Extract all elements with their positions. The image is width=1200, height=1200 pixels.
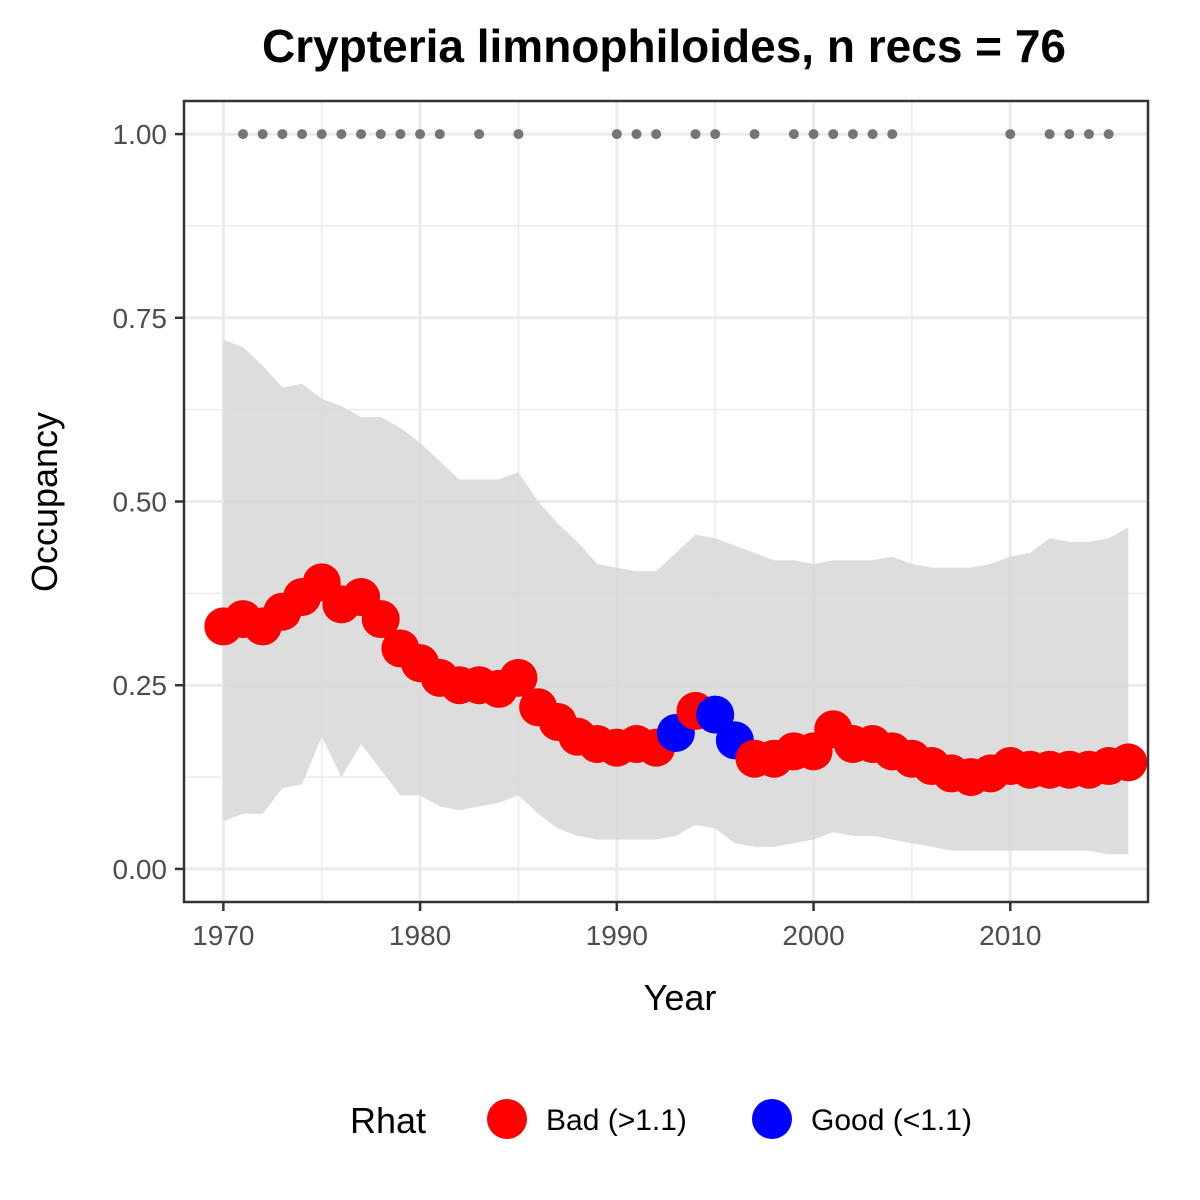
record-point [1083, 129, 1094, 140]
credible-interval-ribbon [223, 339, 1129, 855]
record-point [238, 129, 249, 140]
record-point [415, 129, 426, 140]
occupancy-point [696, 695, 735, 734]
chart-title: Crypteria limnophiloides, n recs = 76 [262, 20, 1066, 72]
record-points [238, 129, 1114, 140]
y-axis: 0.00 0.25 0.50 0.75 1.00 [113, 119, 184, 885]
x-axis: 1970 1980 1990 2000 2010 [192, 902, 1041, 951]
record-point [1005, 129, 1016, 140]
occupancy-point [499, 658, 538, 697]
record-point [710, 129, 721, 140]
record-point [395, 129, 406, 140]
occupancy-points [204, 563, 1148, 797]
record-point [277, 129, 288, 140]
record-point [513, 129, 524, 140]
record-point [336, 129, 347, 140]
record-point [611, 129, 622, 140]
x-tick-label: 2000 [782, 920, 844, 951]
y-tick-label: 0.00 [113, 854, 168, 885]
record-point [356, 129, 367, 140]
x-tick-label: 1980 [389, 920, 451, 951]
legend: Rhat Bad (>1.1) Good (<1.1) [350, 1099, 972, 1141]
occupancy-point [361, 600, 400, 639]
record-point [375, 129, 386, 140]
record-point [690, 129, 701, 140]
record-point [631, 129, 642, 140]
record-point [1064, 129, 1075, 140]
legend-key-good [752, 1099, 792, 1139]
record-point [1103, 129, 1114, 140]
record-point [808, 129, 819, 140]
record-point [474, 129, 485, 140]
x-axis-title: Year [644, 977, 717, 1018]
record-point [257, 129, 268, 140]
y-tick-label: 0.75 [113, 303, 168, 334]
x-tick-label: 1990 [586, 920, 648, 951]
y-tick-label: 1.00 [113, 119, 168, 150]
record-point [316, 129, 327, 140]
legend-key-bad [487, 1099, 527, 1139]
x-tick-label: 1970 [192, 920, 254, 951]
legend-title: Rhat [350, 1100, 426, 1141]
record-point [828, 129, 839, 140]
occupancy-point [1109, 743, 1148, 782]
record-point [867, 129, 878, 140]
y-tick-label: 0.25 [113, 670, 168, 701]
legend-label-bad: Bad (>1.1) [546, 1104, 687, 1137]
record-point [651, 129, 662, 140]
record-point [887, 129, 898, 140]
plot-panel [182, 99, 1150, 904]
y-axis-title: Occupancy [24, 412, 65, 592]
record-point [434, 129, 445, 140]
record-point [1044, 129, 1055, 140]
record-point [788, 129, 799, 140]
record-point [847, 129, 858, 140]
legend-label-good: Good (<1.1) [811, 1104, 972, 1137]
record-point [749, 129, 760, 140]
y-tick-label: 0.50 [113, 487, 168, 518]
record-point [297, 129, 308, 140]
x-tick-label: 2010 [979, 920, 1041, 951]
